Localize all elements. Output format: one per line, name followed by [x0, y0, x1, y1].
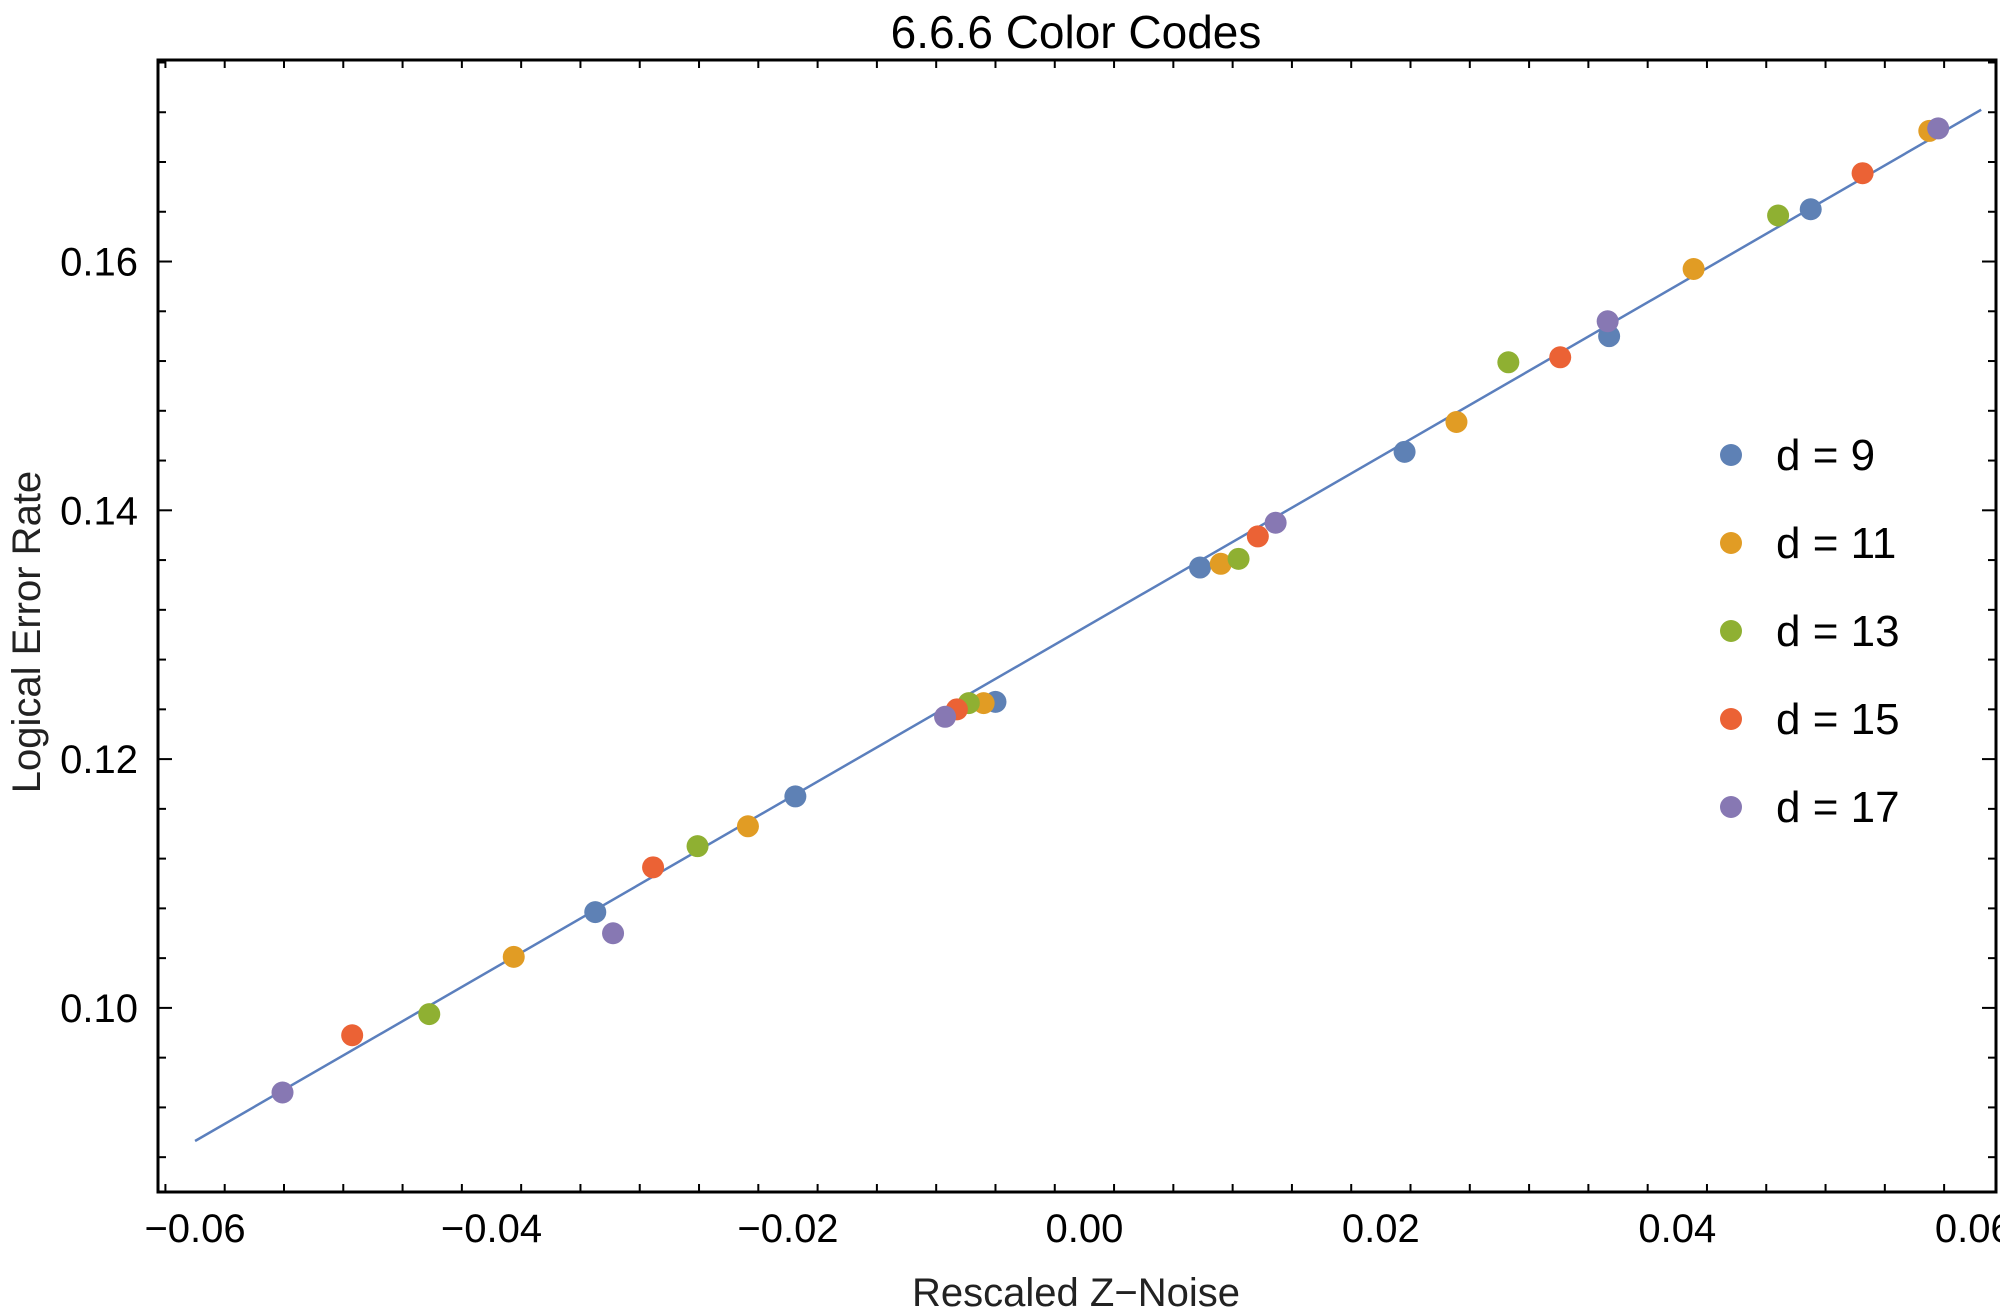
x-tick-label: 0.00 [1045, 1207, 1123, 1251]
data-point [1264, 511, 1287, 534]
x-tick-label: 0.06 [1935, 1207, 2000, 1251]
data-point [686, 835, 709, 858]
data-point [341, 1024, 364, 1047]
data-point [1767, 204, 1790, 227]
series-d-13 [418, 204, 1790, 1026]
series-d-9 [584, 198, 1822, 924]
data-point [1393, 440, 1416, 463]
legend-marker [1720, 796, 1742, 818]
data-point [736, 815, 759, 838]
legend-marker [1720, 444, 1742, 466]
data-point [1927, 117, 1950, 140]
plot-border [156, 58, 1998, 1194]
legend-marker [1720, 532, 1742, 554]
data-point [1209, 552, 1232, 575]
data-point [784, 785, 807, 808]
x-axis: −0.06 −0.04 −0.02 0.00 0.02 0.04 0.06 [144, 60, 2000, 1251]
x-tick-label: 0.02 [1342, 1207, 1420, 1251]
legend-label: d = 9 [1776, 431, 1875, 480]
y-axis-title: Logical Error Rate [5, 471, 49, 793]
y-tick-label: 0.12 [60, 738, 138, 782]
data-point [584, 901, 607, 924]
data-point [934, 705, 957, 728]
data-point [1549, 346, 1572, 369]
legend-marker [1720, 708, 1742, 730]
plot-frame [156, 58, 1998, 1194]
y-tick-label: 0.16 [60, 241, 138, 285]
data-point [602, 922, 625, 945]
data-point [642, 856, 665, 879]
legend-marker [1720, 620, 1742, 642]
legend-label: d = 15 [1776, 695, 1900, 744]
series-d-15 [341, 162, 1874, 1047]
legend-label: d = 17 [1776, 783, 1900, 832]
data-point [1497, 351, 1520, 374]
y-axis: 0.10 0.12 0.14 0.16 [60, 61, 1996, 1159]
data-point [271, 1081, 294, 1104]
fit-line [194, 108, 1982, 1143]
data-point [502, 945, 525, 968]
x-tick-label: 0.04 [1638, 1207, 1716, 1251]
legend: d = 9 d = 11 d = 13 d = 15 d = 17 [1720, 431, 1900, 832]
data-point [1851, 162, 1874, 185]
data-points [271, 117, 1950, 1104]
x-axis-title: Rescaled Z−Noise [912, 1271, 1240, 1315]
y-tick-label: 0.10 [60, 987, 138, 1031]
legend-label: d = 11 [1776, 519, 1896, 568]
x-tick-label: −0.02 [737, 1207, 838, 1251]
y-tick-label: 0.14 [60, 489, 138, 533]
chart-title: 6.6.6 Color Codes [891, 6, 1262, 58]
data-point [1682, 257, 1705, 280]
series-d-17 [271, 117, 1950, 1104]
x-tick-label: −0.06 [144, 1207, 245, 1251]
data-point [418, 1003, 441, 1026]
data-point [1246, 525, 1269, 548]
data-point [1189, 556, 1212, 579]
data-point [1799, 198, 1822, 221]
x-tick-label: −0.04 [441, 1207, 542, 1251]
data-point [1227, 547, 1250, 570]
data-point [1445, 410, 1468, 433]
legend-label: d = 13 [1776, 607, 1900, 656]
data-point [1596, 310, 1619, 333]
fit-line-path [194, 108, 1982, 1143]
